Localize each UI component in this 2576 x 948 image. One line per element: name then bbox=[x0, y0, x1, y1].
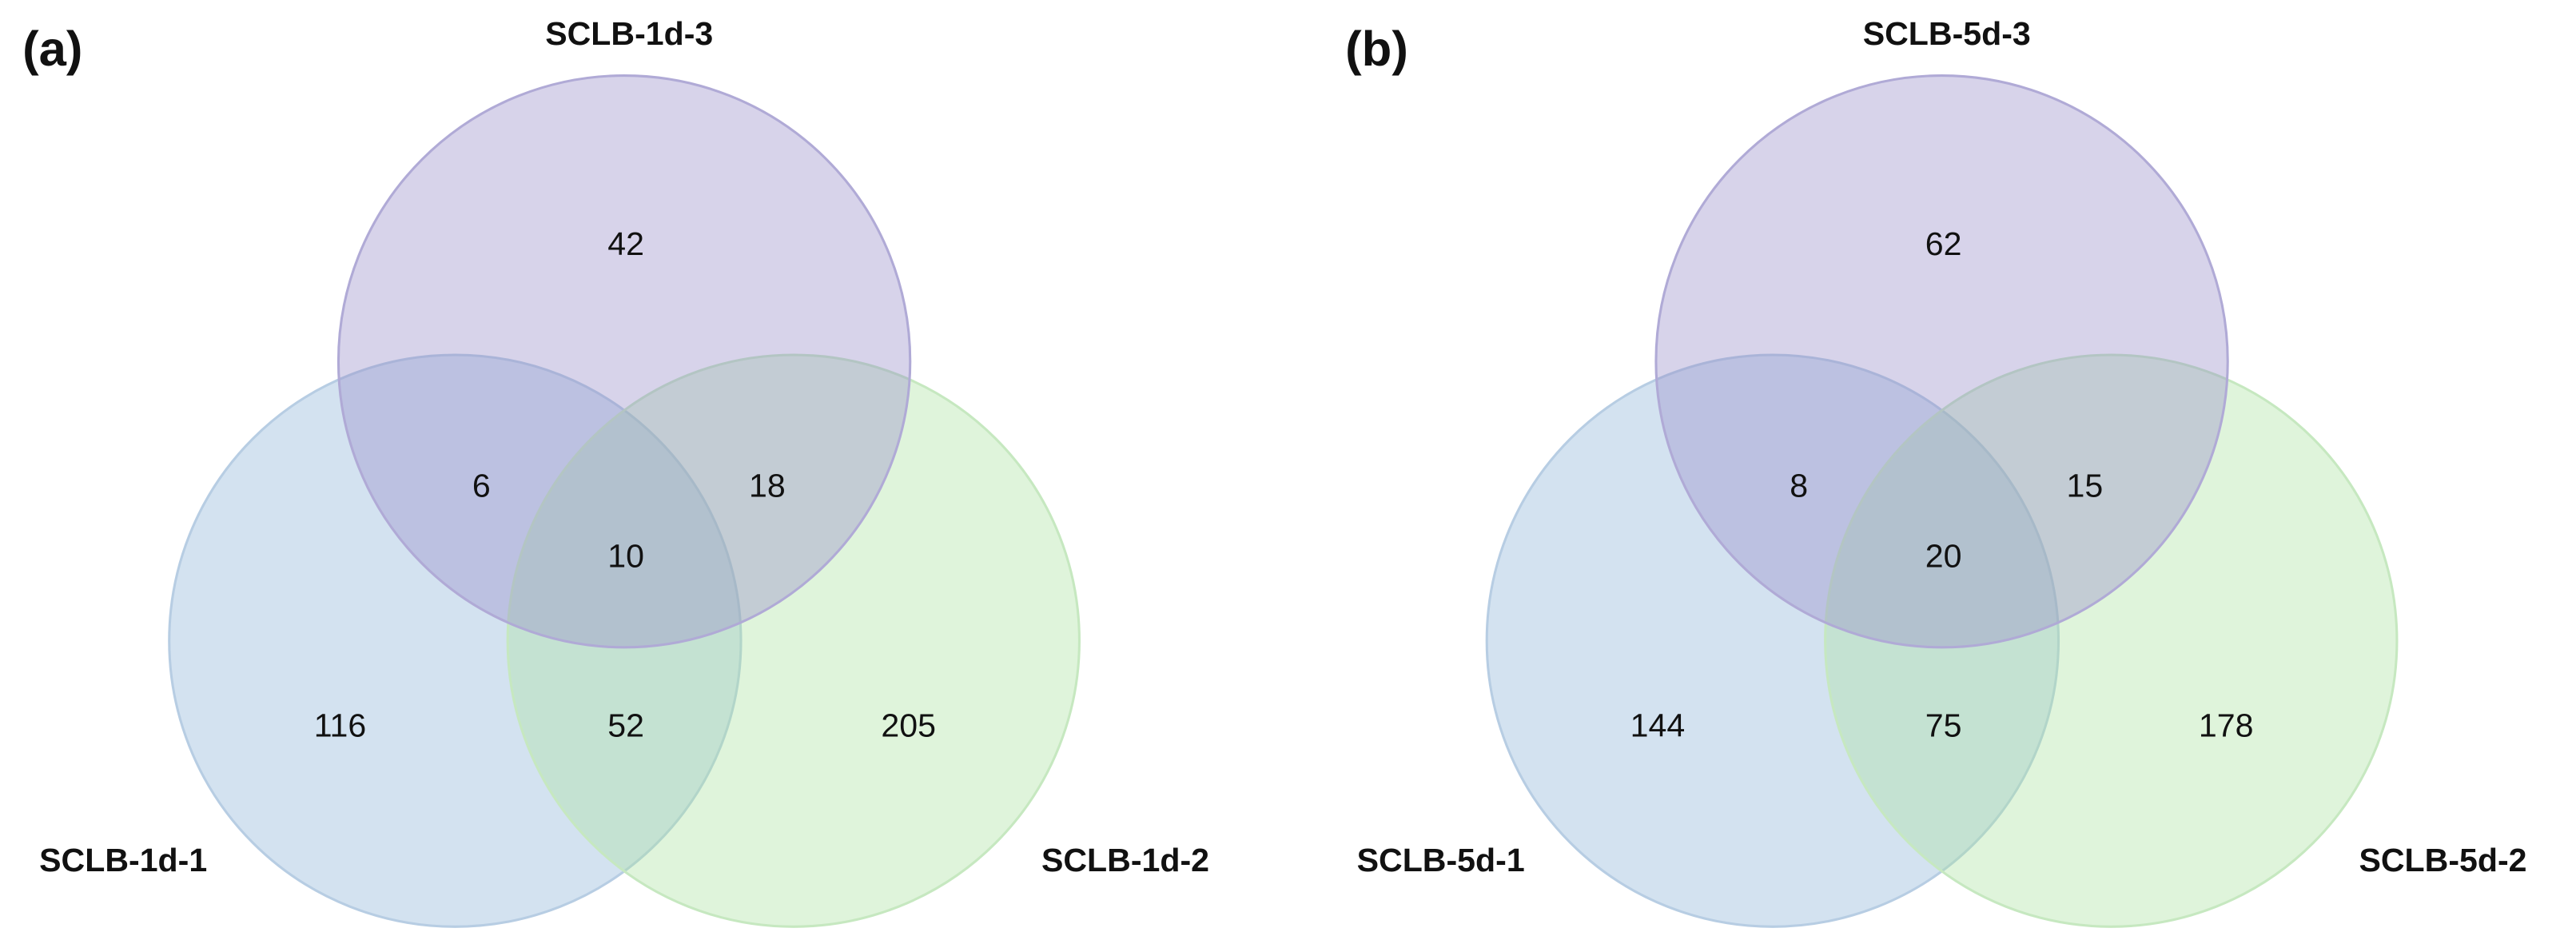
region-count: 52 bbox=[607, 707, 644, 743]
set-name: SCLB-1d-3 bbox=[545, 15, 713, 52]
set-name: SCLB-1d-2 bbox=[1041, 842, 1209, 878]
panel-label: (b) bbox=[1345, 22, 1408, 77]
set-name: SCLB-1d-1 bbox=[39, 842, 207, 878]
region-count: 10 bbox=[607, 538, 644, 575]
set-circle bbox=[1485, 353, 2060, 928]
set-name: SCLB-5d-1 bbox=[1357, 842, 1525, 878]
venn-panel: (a) SCLB-1d-1 SCLB-1d-2 SCLB-1d-3 116 205 42 52… bbox=[22, 15, 1209, 928]
panel-label: (a) bbox=[22, 22, 82, 77]
region-count: 62 bbox=[1925, 225, 1962, 262]
set-circle bbox=[1654, 74, 2229, 649]
region-count: 20 bbox=[1925, 538, 1962, 575]
set-circle bbox=[1824, 353, 2399, 928]
region-count: 205 bbox=[881, 707, 936, 743]
region-count: 6 bbox=[472, 467, 491, 504]
venn-panel: (b) SCLB-5d-1 SCLB-5d-2 SCLB-5d-3 144 178 62 75… bbox=[1345, 15, 2527, 928]
region-count: 116 bbox=[314, 707, 367, 743]
region-count: 178 bbox=[2199, 707, 2254, 743]
region-count: 75 bbox=[1925, 707, 1962, 743]
set-name: SCLB-5d-2 bbox=[2359, 842, 2526, 878]
region-count: 144 bbox=[1630, 707, 1686, 743]
region-count: 42 bbox=[607, 225, 644, 262]
region-count: 18 bbox=[749, 467, 786, 504]
set-circle bbox=[336, 74, 912, 649]
set-circle bbox=[506, 353, 1081, 928]
set-circle bbox=[168, 353, 743, 928]
region-count: 8 bbox=[1790, 467, 1808, 504]
set-name: SCLB-5d-3 bbox=[1863, 15, 2031, 52]
region-count: 15 bbox=[2067, 467, 2104, 504]
